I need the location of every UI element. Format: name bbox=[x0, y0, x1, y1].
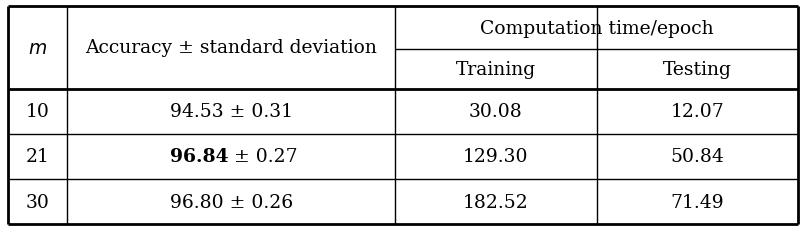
Text: 94.53 ± 0.31: 94.53 ± 0.31 bbox=[170, 103, 293, 121]
Text: 96.84: 96.84 bbox=[169, 148, 228, 166]
Text: $m$: $m$ bbox=[28, 39, 48, 58]
Text: 30.08: 30.08 bbox=[469, 103, 522, 121]
Text: Computation time/epoch: Computation time/epoch bbox=[480, 19, 713, 37]
Text: Training: Training bbox=[455, 61, 536, 79]
Text: 12.07: 12.07 bbox=[671, 103, 724, 121]
Text: ± 0.27: ± 0.27 bbox=[228, 148, 298, 166]
Text: Testing: Testing bbox=[663, 61, 732, 79]
Text: 182.52: 182.52 bbox=[463, 193, 529, 211]
Text: 10: 10 bbox=[26, 103, 50, 121]
Text: Accuracy ± standard deviation: Accuracy ± standard deviation bbox=[85, 39, 377, 57]
Text: 30: 30 bbox=[26, 193, 50, 211]
Text: 71.49: 71.49 bbox=[671, 193, 724, 211]
Text: 96.80 ± 0.26: 96.80 ± 0.26 bbox=[169, 193, 293, 211]
Text: 21: 21 bbox=[26, 148, 50, 166]
Text: 50.84: 50.84 bbox=[671, 148, 724, 166]
Text: 129.30: 129.30 bbox=[463, 148, 529, 166]
